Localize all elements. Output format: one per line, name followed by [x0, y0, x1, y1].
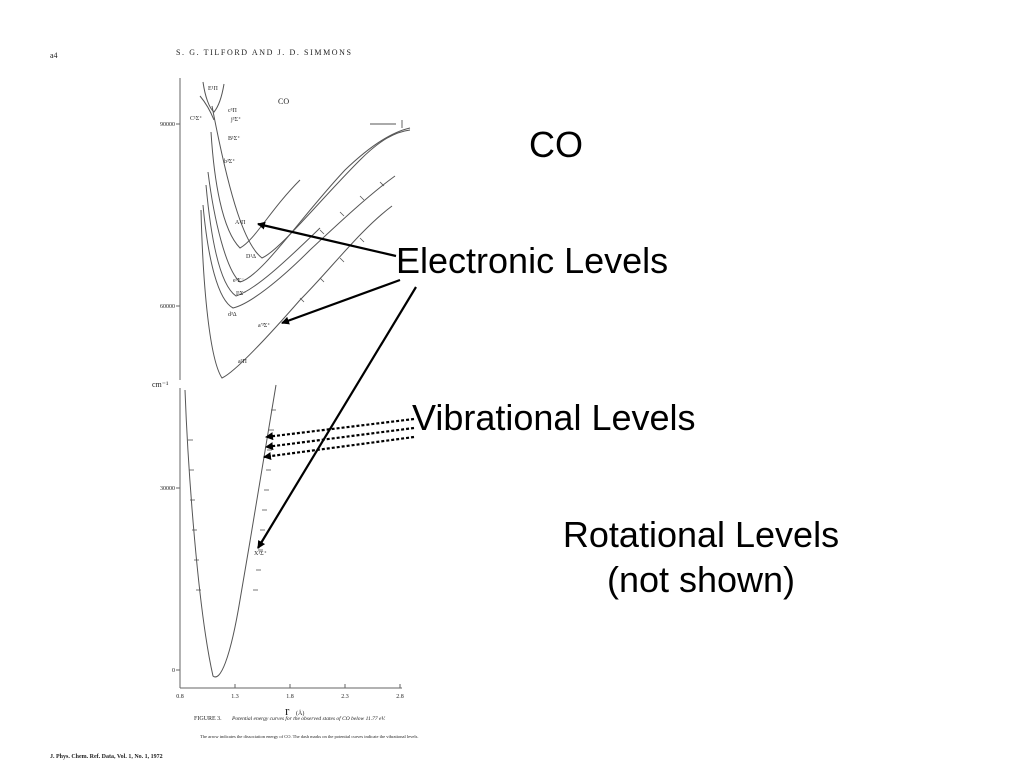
- running-header: S. G. TILFORD AND J. D. SIMMONS: [176, 48, 353, 57]
- arrow-to-X-state: [257, 286, 417, 549]
- d3delta-curve: [205, 184, 321, 297]
- y-tick-label: 30000: [160, 486, 175, 492]
- state-label: D¹Δ: [246, 254, 256, 260]
- potential-curves: [184, 81, 411, 678]
- dotted-arrow-vib-3: [263, 435, 415, 461]
- dotted-arrow-vib-1: [265, 417, 415, 441]
- rotational-line-2: (not shown): [606, 559, 796, 600]
- caption-note: The arrow indicates the dissociation ene…: [200, 734, 419, 739]
- x-tick-label: 2.8: [396, 694, 404, 700]
- figure-axes: [179, 78, 403, 689]
- rotational-line-1: Rotational Levels: [562, 514, 840, 555]
- state-label: a³Π: [238, 359, 247, 365]
- y-tick-label: 60000: [160, 304, 175, 310]
- state-label: e³Σ⁻: [233, 278, 244, 284]
- E-state-curve: [202, 81, 225, 113]
- state-label: I¹Σ⁻: [236, 291, 246, 297]
- journal-footer: J. Phys. Chem. Ref. Data, Vol. 1, No. 1,…: [50, 754, 163, 760]
- state-label: d³Δ: [228, 312, 237, 318]
- x-tick-label: 1.8: [286, 694, 294, 700]
- dotted-arrow-vib-2: [265, 426, 415, 451]
- state-label: a′³Σ⁺: [258, 322, 270, 329]
- vibrational-levels-label: Vibrational Levels: [412, 397, 696, 438]
- state-label: c³Π: [228, 108, 237, 114]
- y-unit-label: cm⁻¹: [152, 380, 169, 389]
- page-number: a4: [50, 51, 58, 60]
- x-axis-label: r: [285, 703, 290, 718]
- figure-molecule-label: CO: [278, 97, 289, 106]
- state-label: B¹Σ⁺: [228, 135, 240, 142]
- x-tick-label: 0.8: [176, 694, 184, 700]
- a3pi-curve: [200, 205, 393, 379]
- rotational-levels-label: Rotational Levels (not shown): [520, 512, 882, 602]
- slide-title: CO: [529, 124, 583, 165]
- state-label: A¹Π: [235, 220, 246, 226]
- state-label: X¹Σ⁺: [254, 550, 267, 557]
- y-tick-label: 90000: [160, 122, 175, 128]
- x-axis-unit: (Å): [296, 709, 304, 717]
- x-tick-marks: [179, 684, 401, 688]
- b-state-curve: [210, 131, 301, 249]
- state-label: E¹Π: [208, 86, 218, 92]
- state-label: b³Σ⁺: [224, 158, 235, 165]
- state-label: j³Σ⁺: [230, 116, 241, 123]
- x-tick-label: 2.3: [341, 694, 349, 700]
- state-label: C¹Σ⁺: [190, 115, 202, 122]
- electronic-levels-label: Electronic Levels: [396, 240, 669, 281]
- caption-title: FIGURE 3.: [194, 716, 222, 722]
- x-tick-label: 1.3: [231, 694, 239, 700]
- y-tick-label: 0: [172, 668, 175, 674]
- aprime-curve: [202, 175, 396, 309]
- A1pi-curve: [207, 127, 411, 283]
- arrow-to-aprime-state: [281, 278, 401, 325]
- caption-text: Potential energy curves for the observed…: [231, 715, 385, 722]
- vibrational-dash-marks: [188, 181, 385, 591]
- arrow-to-A-state: [257, 221, 397, 258]
- upper-curve: [211, 105, 411, 259]
- annotation-arrows: [257, 221, 417, 549]
- c-state-curve: [199, 95, 215, 121]
- y-tick-marks: [176, 123, 180, 671]
- ground-state-curve: [184, 384, 277, 678]
